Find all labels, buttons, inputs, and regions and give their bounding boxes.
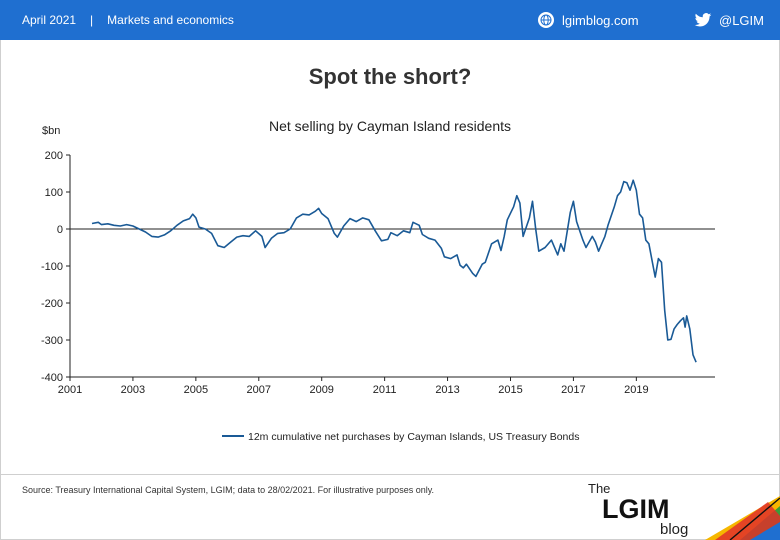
x-tick-label: 2003 [121, 384, 145, 396]
source-note: Source: Treasury International Capital S… [22, 485, 435, 495]
logo-blog: blog [660, 521, 688, 538]
chart-title: Net selling by Cayman Island residents [268, 118, 511, 134]
lgim-blog-logo: The LGIM blog [588, 481, 780, 540]
y-axis-label: $bn [42, 125, 60, 137]
series-line-0 [91, 179, 697, 363]
twitter-bird-icon [694, 12, 712, 28]
globe-icon [538, 12, 554, 28]
twitter-link[interactable]: @LGIM [694, 10, 764, 30]
x-tick-label: 2007 [247, 384, 271, 396]
header-date: April 2021 [22, 13, 77, 27]
site-label: lgimblog.com [562, 12, 639, 28]
x-tick-label: 2005 [184, 384, 208, 396]
twitter-handle: @LGIM [719, 12, 764, 28]
page-title: Spot the short? [308, 64, 472, 89]
logo-lgim: LGIM [602, 494, 670, 524]
legend-label: 12m cumulative net purchases by Cayman I… [248, 431, 580, 443]
site-link[interactable]: lgimblog.com [538, 10, 639, 30]
x-tick-label: 2017 [561, 384, 585, 396]
header-left: April 2021 | Markets and economics [22, 13, 234, 27]
y-tick-label: -200 [41, 298, 63, 310]
header-section: Markets and economics [107, 13, 234, 27]
y-tick-label: -400 [41, 372, 63, 384]
x-tick-label: 2011 [373, 384, 397, 396]
y-tick-label: 100 [45, 187, 63, 199]
header-bar: April 2021 | Markets and economics lgimblo… [0, 0, 780, 40]
x-tick-label: 2019 [624, 384, 648, 396]
x-tick-label: 2009 [309, 384, 333, 396]
x-tick-label: 2015 [498, 384, 522, 396]
x-tick-label: 2013 [435, 384, 459, 396]
y-tick-label: -300 [41, 335, 63, 347]
umbrella-icon [705, 496, 780, 540]
y-tick-label: 0 [57, 224, 63, 236]
x-tick-label: 2001 [58, 384, 82, 396]
y-tick-label: -100 [41, 261, 63, 273]
footer-divider [0, 474, 780, 475]
logo-the: The [588, 481, 610, 496]
y-tick-label: 200 [45, 150, 63, 162]
header-separator: | [90, 13, 94, 27]
